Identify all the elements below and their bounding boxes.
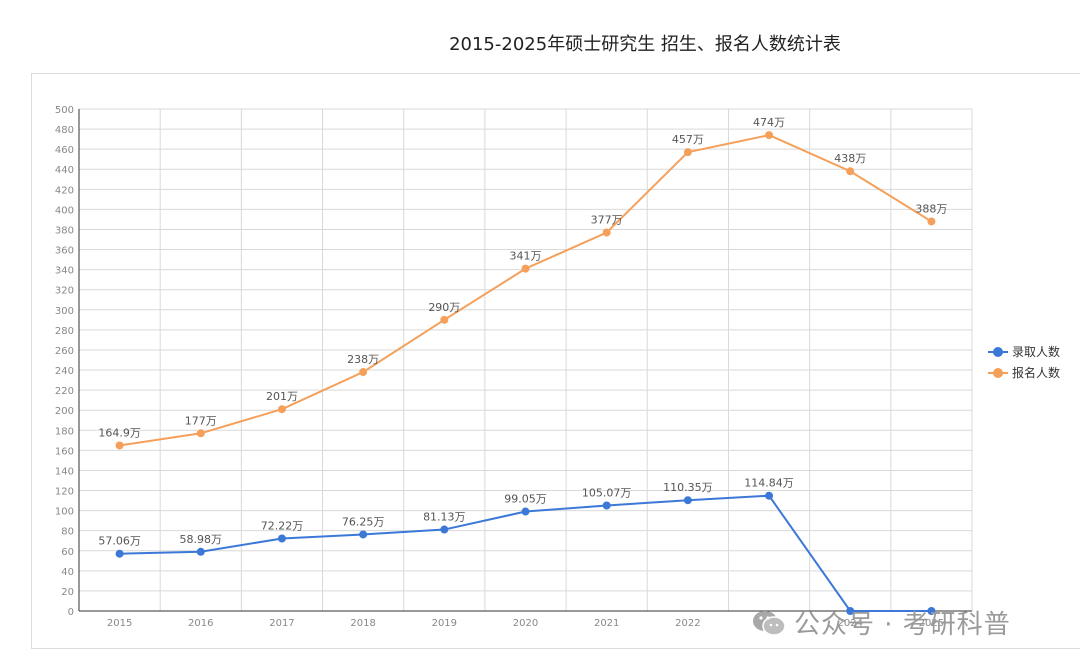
y-tick-label: 400: [55, 205, 74, 216]
data-label: 341万: [510, 250, 542, 263]
data-point: [440, 525, 449, 534]
y-tick-label: 440: [55, 165, 74, 176]
data-label: 164.9万: [98, 426, 141, 439]
x-tick-label: 2019: [432, 618, 457, 629]
data-point: [846, 167, 855, 176]
data-point: [359, 368, 368, 377]
data-label: 377万: [591, 213, 623, 226]
y-tick-label: 340: [55, 266, 74, 277]
y-tick-label: 220: [55, 386, 74, 397]
y-tick-label: 0: [68, 607, 74, 618]
y-tick-label: 480: [55, 125, 74, 136]
y-tick-label: 320: [55, 286, 74, 297]
data-label: 201万: [266, 390, 298, 403]
y-tick-label: 160: [55, 446, 74, 457]
data-label: 110.35万: [663, 481, 713, 494]
data-point: [115, 549, 124, 558]
data-label: 474万: [753, 116, 785, 129]
data-label: 81.13万: [423, 511, 466, 524]
data-label: 72.22万: [261, 519, 304, 532]
y-tick-label: 60: [61, 547, 74, 558]
x-tick-label: 2022: [675, 618, 700, 629]
legend-item-admitted[interactable]: 录取人数: [988, 343, 1060, 360]
data-point: [927, 217, 936, 226]
y-tick-label: 300: [55, 306, 74, 317]
x-tick-label: 2017: [269, 618, 294, 629]
data-label: 58.98万: [180, 533, 223, 546]
y-tick-label: 460: [55, 145, 74, 156]
y-tick-label: 80: [61, 527, 74, 538]
y-tick-label: 180: [55, 426, 74, 437]
wechat-icon: [753, 610, 786, 636]
legend-label-applicants: 报名人数: [1012, 366, 1061, 380]
y-tick-label: 500: [55, 105, 74, 116]
data-label: 438万: [834, 152, 866, 165]
data-point: [765, 491, 774, 500]
data-label: 114.84万: [744, 477, 794, 490]
data-point: [277, 405, 286, 414]
data-point: [115, 441, 124, 450]
y-tick-label: 420: [55, 185, 74, 196]
data-point: [521, 264, 530, 273]
x-tick-label: 2016: [188, 618, 213, 629]
x-tick-label: 2025: [919, 618, 944, 629]
chart-title: 2015-2025年硕士研究生 招生、报名人数统计表: [449, 34, 841, 55]
y-tick-label: 40: [61, 567, 74, 578]
chart-frame: 0 20 40 60 80 100 120 140 160 180 200 220 240 260 280 3…: [31, 73, 1080, 649]
data-label: 76.25万: [342, 515, 385, 528]
data-label: 457万: [672, 133, 704, 146]
y-tick-label: 260: [55, 346, 74, 357]
y-tick-label: 380: [55, 225, 74, 236]
watermark-text: 公众号 · 考研科普: [794, 610, 1011, 640]
x-tick-label: 2015: [107, 618, 132, 629]
x-tick-label: 2024: [838, 618, 863, 629]
x-tick-label: 2021: [594, 618, 619, 629]
data-point: [683, 496, 692, 505]
y-tick-label: 280: [55, 326, 74, 337]
data-label: 238万: [347, 353, 379, 366]
legend-item-applicants[interactable]: 报名人数: [988, 364, 1060, 381]
data-point: [521, 507, 530, 516]
data-label: 388万: [915, 202, 947, 215]
data-label: 290万: [428, 301, 460, 314]
data-label: 177万: [185, 414, 217, 427]
legend-marker-applicants: [988, 367, 1008, 378]
data-point: [440, 315, 449, 324]
watermark: 公众号 · 考研科普: [752, 604, 1011, 641]
data-point: [846, 607, 855, 615]
y-tick-label: 100: [55, 507, 74, 518]
line-chart: 0 20 40 60 80 100 120 140 160 180 200 220 240 260 280 3…: [55, 105, 973, 629]
data-point: [196, 547, 205, 556]
y-tick-label: 200: [55, 406, 74, 417]
data-label: 57.06万: [98, 535, 141, 548]
legend-marker-admitted: [988, 346, 1008, 357]
data-label: 105.07万: [582, 487, 632, 500]
y-tick-label: 360: [55, 246, 74, 257]
data-point: [683, 148, 692, 157]
data-point: [277, 534, 286, 543]
x-tick-label: 2018: [350, 618, 375, 629]
data-point: [602, 501, 611, 510]
data-point: [927, 607, 936, 615]
data-point: [196, 429, 205, 438]
data-label: 99.05万: [504, 493, 547, 506]
x-tick-label: 2020: [513, 618, 538, 629]
y-tick-label: 20: [61, 587, 74, 598]
y-tick-label: 120: [55, 487, 74, 498]
y-tick-label: 240: [55, 366, 74, 377]
data-point: [602, 228, 611, 237]
y-tick-label: 140: [55, 466, 74, 477]
legend-label-admitted: 录取人数: [1012, 345, 1061, 359]
data-point: [765, 131, 774, 140]
data-point: [359, 530, 368, 539]
